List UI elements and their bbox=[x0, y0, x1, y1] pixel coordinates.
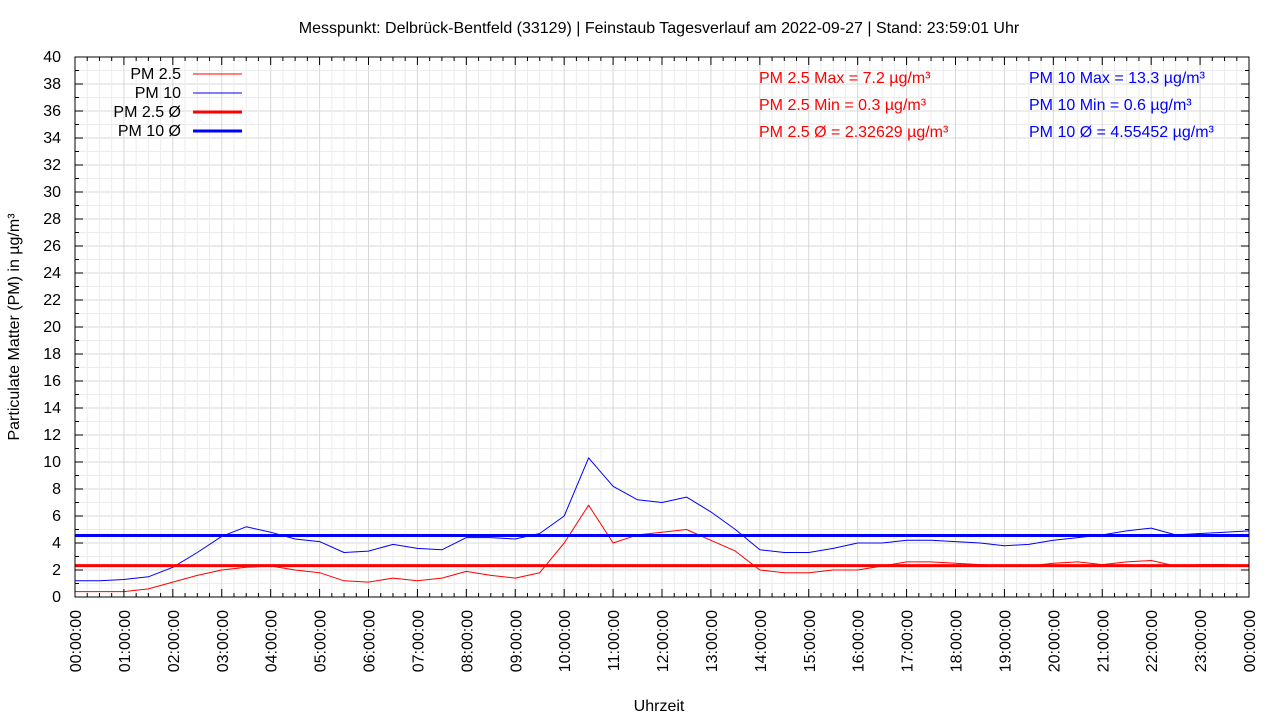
chart-title: Messpunkt: Delbrück-Bentfeld (33129) | F… bbox=[299, 20, 1020, 37]
annotation-pm10-max: PM 10 Max = 13.3 µg/m³ bbox=[1029, 70, 1206, 87]
y-tick-label: 26 bbox=[43, 238, 61, 255]
x-tick-labels: 00:00:00 01:00:00 02:00:00 03:00:00 04:00:00… bbox=[68, 610, 1259, 672]
x-tick-label: 06:00:00 bbox=[362, 610, 379, 672]
y-tick-label: 34 bbox=[43, 130, 61, 147]
x-tick-label: 19:00:00 bbox=[997, 610, 1014, 672]
x-tick-label: 04:00:00 bbox=[264, 610, 281, 672]
y-tick-label: 28 bbox=[43, 211, 61, 228]
x-tick-label: 00:00:00 bbox=[68, 610, 85, 672]
y-axis-label: Particulate Matter (PM) in µg/m³ bbox=[6, 213, 23, 441]
x-tick-label: 01:00:00 bbox=[117, 610, 134, 672]
y-tick-label: 6 bbox=[52, 508, 61, 525]
ticks bbox=[74, 56, 1250, 598]
x-tick-label: 09:00:00 bbox=[508, 610, 525, 672]
annotation-pm25-min: PM 2.5 Min = 0.3 µg/m³ bbox=[759, 97, 927, 114]
y-tick-label: 0 bbox=[52, 589, 61, 606]
y-tick-label: 10 bbox=[43, 454, 61, 471]
legend: PM 2.5 PM 10 PM 2.5 Ø PM 10 Ø bbox=[113, 66, 242, 140]
x-tick-label: 23:00:00 bbox=[1193, 610, 1210, 672]
legend-label-pm25-avg: PM 2.5 Ø bbox=[113, 104, 181, 121]
x-tick-label: 18:00:00 bbox=[949, 610, 966, 672]
y-tick-label: 8 bbox=[52, 481, 61, 498]
x-tick-label: 07:00:00 bbox=[410, 610, 427, 672]
y-tick-label: 24 bbox=[43, 265, 61, 282]
annotation-pm25-avg: PM 2.5 Ø = 2.32629 µg/m³ bbox=[759, 124, 949, 141]
y-tick-label: 32 bbox=[43, 157, 61, 174]
x-tick-label: 17:00:00 bbox=[900, 610, 917, 672]
x-axis-label: Uhrzeit bbox=[634, 698, 685, 715]
y-tick-label: 40 bbox=[43, 49, 61, 66]
stats-annotations: PM 2.5 Max = 7.2 µg/m³ PM 2.5 Min = 0.3 … bbox=[759, 70, 1215, 141]
series-layer bbox=[75, 457, 1250, 593]
y-tick-label: 4 bbox=[52, 535, 61, 552]
y-tick-label: 12 bbox=[43, 427, 61, 444]
legend-label-pm10-avg: PM 10 Ø bbox=[118, 123, 181, 140]
x-tick-label: 13:00:00 bbox=[704, 610, 721, 672]
x-tick-label: 11:00:00 bbox=[606, 610, 623, 671]
x-tick-label: 15:00:00 bbox=[802, 610, 819, 672]
annotation-pm25-max: PM 2.5 Max = 7.2 µg/m³ bbox=[759, 70, 931, 87]
x-tick-label: 22:00:00 bbox=[1144, 610, 1161, 672]
y-tick-label: 22 bbox=[43, 292, 61, 309]
x-tick-label: 21:00:00 bbox=[1095, 610, 1112, 672]
y-tick-label: 36 bbox=[43, 103, 61, 120]
y-tick-label: 2 bbox=[52, 562, 61, 579]
annotation-pm10-avg: PM 10 Ø = 4.55452 µg/m³ bbox=[1029, 124, 1215, 141]
x-tick-label: 00:00:00 bbox=[1242, 610, 1259, 672]
y-tick-label: 18 bbox=[43, 346, 61, 363]
x-tick-label: 20:00:00 bbox=[1046, 610, 1063, 672]
legend-label-pm10: PM 10 bbox=[135, 85, 181, 102]
x-tick-label: 02:00:00 bbox=[166, 610, 183, 672]
y-tick-label: 30 bbox=[43, 184, 61, 201]
x-tick-label: 08:00:00 bbox=[459, 610, 476, 672]
x-tick-label: 12:00:00 bbox=[655, 610, 672, 672]
x-tick-label: 05:00:00 bbox=[313, 610, 330, 672]
x-tick-label: 10:00:00 bbox=[557, 610, 574, 672]
x-tick-label: 16:00:00 bbox=[851, 610, 868, 672]
grid bbox=[74, 56, 1250, 598]
y-tick-label: 38 bbox=[43, 76, 61, 93]
x-tick-label: 03:00:00 bbox=[215, 610, 232, 672]
x-tick-label: 14:00:00 bbox=[753, 610, 770, 672]
y-tick-label: 14 bbox=[43, 400, 61, 417]
y-tick-label: 16 bbox=[43, 373, 61, 390]
legend-label-pm25: PM 2.5 bbox=[130, 66, 181, 83]
annotation-pm10-min: PM 10 Min = 0.6 µg/m³ bbox=[1029, 97, 1192, 114]
y-tick-label: 20 bbox=[43, 319, 61, 336]
series-pm10-line bbox=[75, 457, 1250, 582]
